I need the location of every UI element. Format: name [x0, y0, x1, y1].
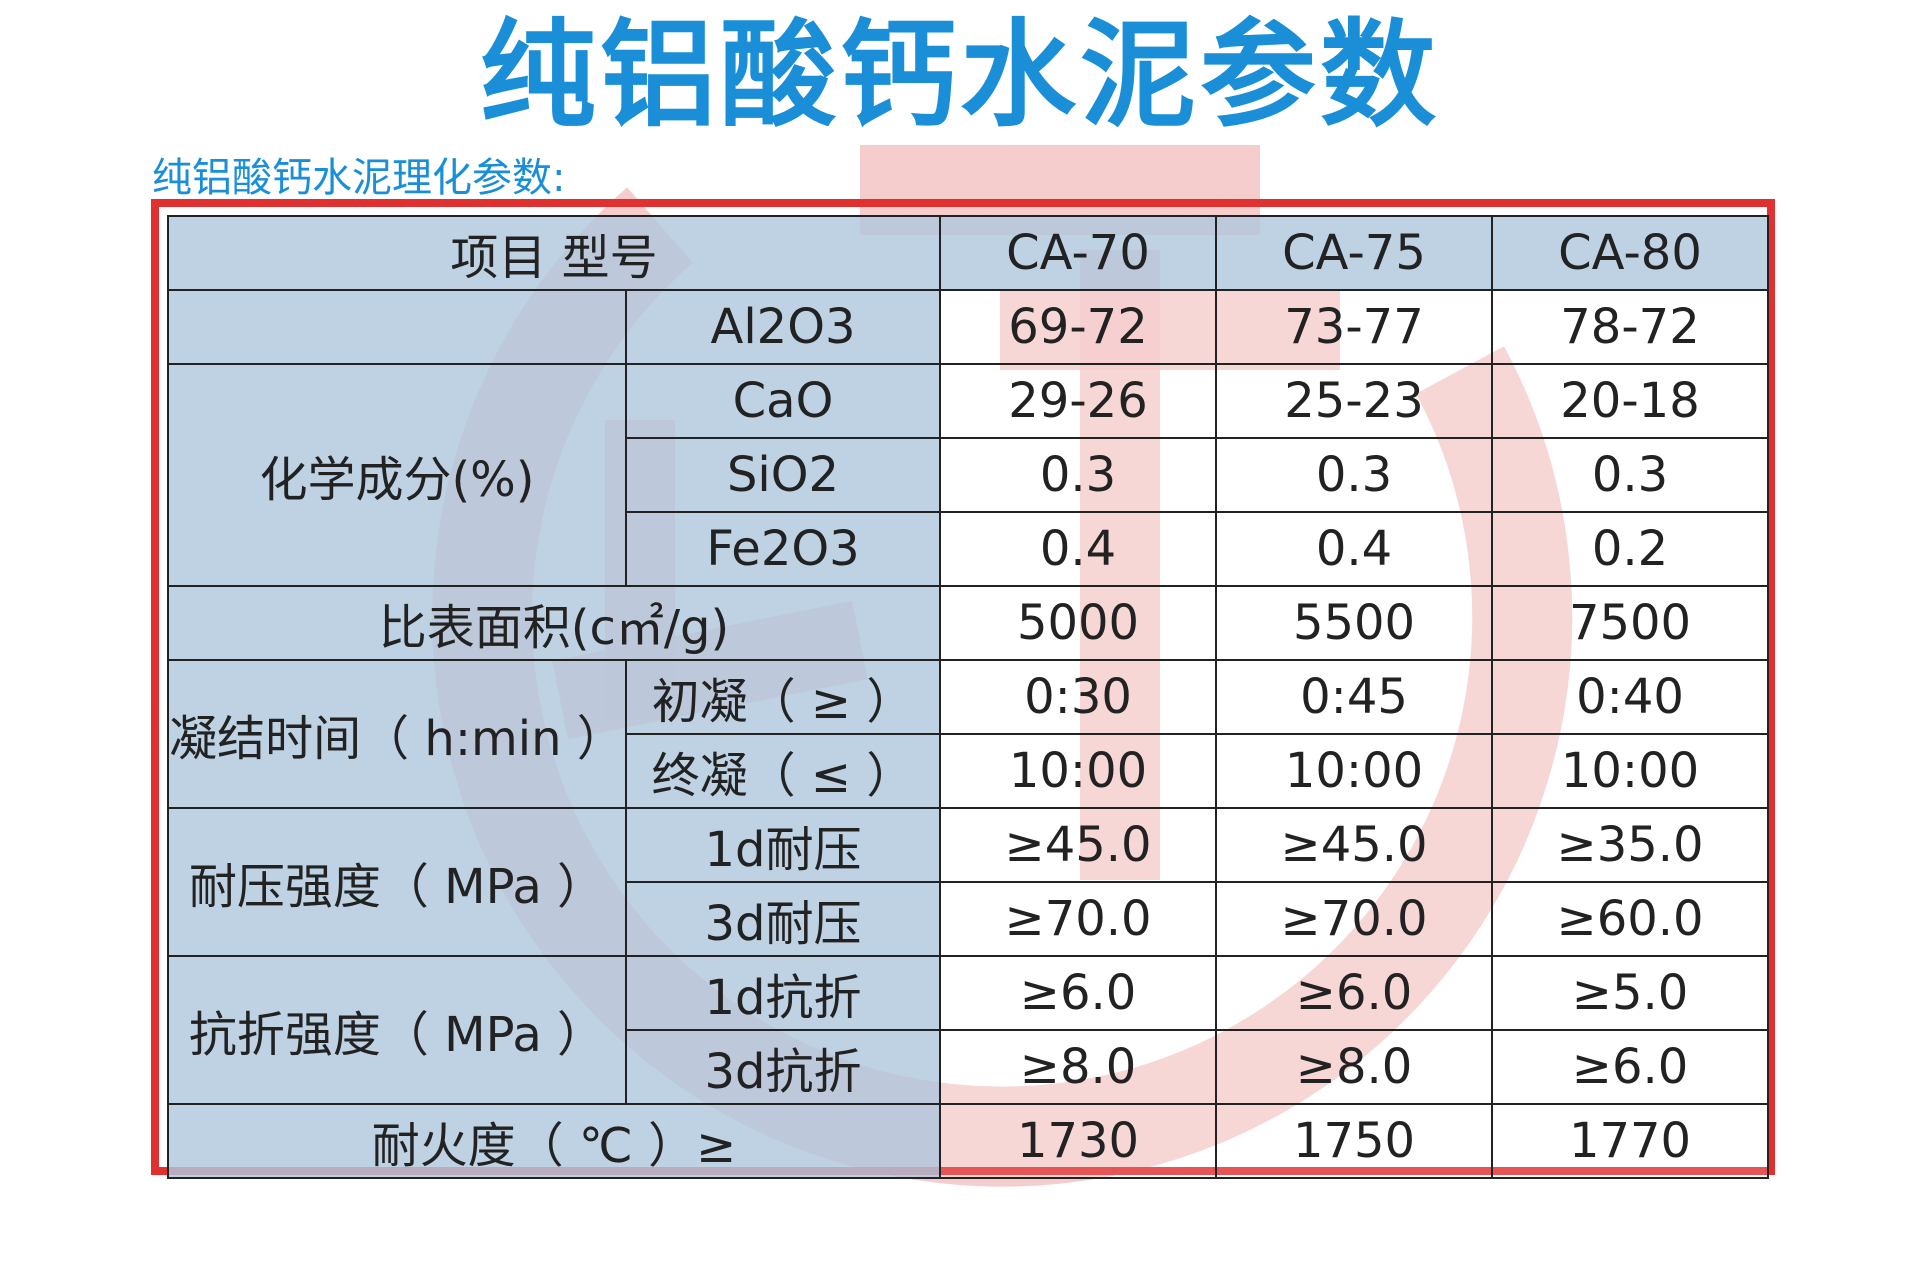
cell-value: 10:00 [939, 733, 1218, 809]
cell-value: 1770 [1491, 1103, 1770, 1179]
cell-value: 1750 [1215, 1103, 1494, 1179]
header-model-ca75: CA-75 [1215, 215, 1494, 291]
row-label-surface-area: 比表面积(c㎡/g) [166, 585, 942, 661]
spec-table-frame: 项目 型号 CA-70 CA-75 CA-80 Al2O3 69-72 73-7… [151, 199, 1775, 1179]
cell-value: 25-23 [1215, 363, 1494, 439]
cell-value: 7500 [1491, 585, 1770, 661]
section-subtitle: 纯铝酸钙水泥理化参数: [152, 155, 566, 201]
cell-value: 0.3 [1215, 437, 1494, 513]
cell-value: 0.4 [939, 511, 1218, 587]
cell-value: ≥70.0 [939, 881, 1218, 957]
table-row: 化学成分(%) CaO 29-26 25-23 20-18 [167, 363, 1770, 587]
row-label-refractoriness: 耐火度（ ℃ ）≥ [166, 1103, 942, 1179]
table-row: 3d耐压 ≥70.0 ≥70.0 ≥60.0 [168, 881, 1770, 957]
cell-value: ≥45.0 [1215, 807, 1494, 883]
cell-value: ≥5.0 [1491, 955, 1770, 1031]
cell-value: 10:00 [1491, 733, 1770, 809]
cell-value: 0.3 [939, 437, 1218, 513]
table-header-row: 项目 型号 CA-70 CA-75 CA-80 [166, 215, 1770, 291]
group-label-compressive: 耐压强度（ MPa ） [167, 807, 627, 957]
cell-value: 5000 [939, 585, 1218, 661]
table-row: 耐火度（ ℃ ）≥ 1730 1750 1770 [166, 1103, 1770, 1179]
cell-value: 0:45 [1215, 659, 1494, 735]
cell-value: 69-72 [939, 289, 1218, 365]
cell-value: ≥70.0 [1215, 881, 1494, 957]
chemical-group-blank [167, 289, 627, 365]
table-row: 凝结时间（ h:min ） 初凝（ ≥ ） 0:30 0:45 0:40 [167, 659, 1770, 809]
row-label-comp-1d: 1d耐压 [624, 807, 942, 883]
cell-value: ≥35.0 [1491, 807, 1770, 883]
group-label-flexural: 抗折强度（ MPa ） [167, 955, 627, 1105]
table-row: 比表面积(c㎡/g) 5000 5500 7500 [166, 585, 1770, 661]
table-row: 抗折强度（ MPa ） 1d抗折 ≥6.0 ≥6.0 ≥5.0 [167, 955, 1770, 1105]
table-row: 耐压强度（ MPa ） 1d耐压 ≥45.0 ≥45.0 ≥35.0 [167, 807, 1770, 957]
group-label-setting-time: 凝结时间（ h:min ） [167, 659, 627, 809]
header-model-ca80: CA-80 [1491, 215, 1770, 291]
cell-value: 0.3 [1491, 437, 1770, 513]
table-row: SiO2 0.3 0.3 0.3 [168, 437, 1770, 513]
row-label-initial-set: 初凝（ ≥ ） [624, 659, 942, 735]
cell-value: 0:30 [939, 659, 1218, 735]
header-model-ca70: CA-70 [939, 215, 1218, 291]
cell-value: ≥8.0 [1215, 1029, 1494, 1105]
cell-value: ≥60.0 [1491, 881, 1770, 957]
cell-value: 73-77 [1215, 289, 1494, 365]
row-label-sio2: SiO2 [624, 437, 942, 513]
cell-value: 10:00 [1215, 733, 1494, 809]
cell-value: 5500 [1215, 585, 1494, 661]
row-label-fe2o3: Fe2O3 [624, 511, 942, 587]
cell-value: ≥6.0 [1215, 955, 1494, 1031]
row-label-final-set: 终凝（ ≤ ） [624, 733, 942, 809]
cell-value: ≥45.0 [939, 807, 1218, 883]
row-label-comp-3d: 3d耐压 [624, 881, 942, 957]
row-label-flex-1d: 1d抗折 [624, 955, 942, 1031]
cell-value: ≥8.0 [939, 1029, 1218, 1105]
cell-value: ≥6.0 [1491, 1029, 1770, 1105]
cell-value: 0.4 [1215, 511, 1494, 587]
group-label-chemical: 化学成分(%) [167, 363, 627, 587]
cell-value: 78-72 [1491, 289, 1770, 365]
header-item-model: 项目 型号 [166, 215, 942, 291]
cell-value: ≥6.0 [939, 955, 1218, 1031]
row-label-cao: CaO [624, 363, 942, 439]
table-row: 3d抗折 ≥8.0 ≥8.0 ≥6.0 [168, 1029, 1770, 1105]
cell-value: 1730 [939, 1103, 1218, 1179]
cell-value: 0.2 [1491, 511, 1770, 587]
spec-table: 项目 型号 CA-70 CA-75 CA-80 Al2O3 69-72 73-7… [166, 215, 1770, 1179]
table-row: Fe2O3 0.4 0.4 0.2 [168, 511, 1770, 587]
cell-value: 29-26 [939, 363, 1218, 439]
row-label-al2o3: Al2O3 [624, 289, 942, 365]
cell-value: 0:40 [1491, 659, 1770, 735]
table-row: Al2O3 69-72 73-77 78-72 [167, 289, 1770, 365]
row-label-flex-3d: 3d抗折 [624, 1029, 942, 1105]
table-row: 终凝（ ≤ ） 10:00 10:00 10:00 [168, 733, 1770, 809]
cell-value: 20-18 [1491, 363, 1770, 439]
page-title: 纯铝酸钙水泥参数 [480, 8, 1440, 143]
